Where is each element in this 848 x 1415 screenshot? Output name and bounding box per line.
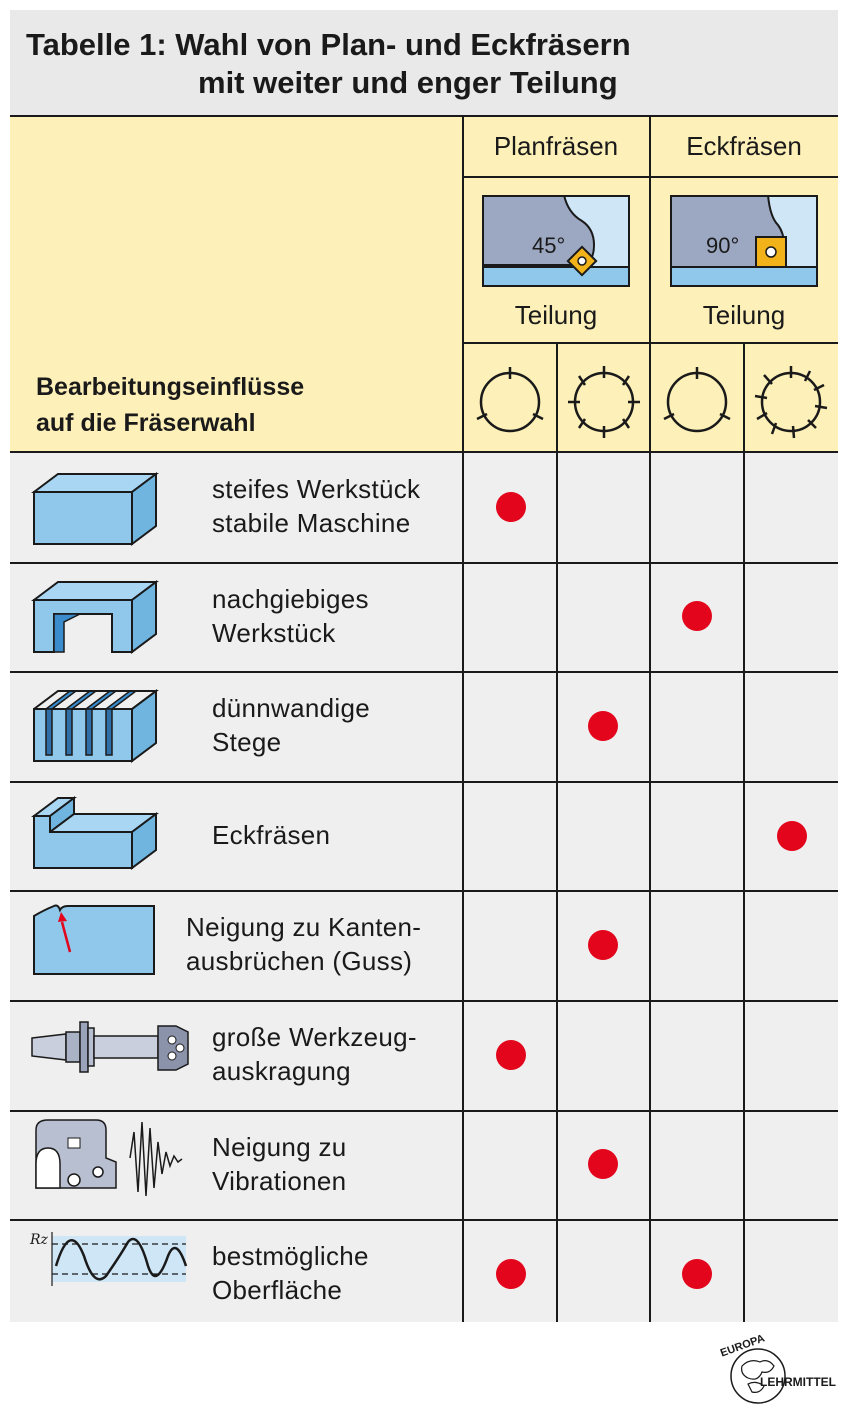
row-label-line-1: dünnwandige	[212, 693, 370, 724]
grid-line-horizontal	[10, 451, 838, 453]
flexible-workpiece-icon	[31, 580, 159, 654]
header-teilung-plan: Teilung	[514, 300, 598, 330]
recommendation-dot	[496, 491, 526, 522]
row-label-line-1: Neigung zu Kanten-	[186, 912, 422, 943]
row-label-line-2: Oberfläche	[212, 1275, 343, 1306]
grid-line-horizontal	[10, 115, 838, 117]
row-label: dünnwandige Stege	[212, 691, 370, 759]
recommendation-dot	[588, 930, 618, 961]
grid-line-vertical	[462, 116, 464, 1322]
row-label-line-1: Eckfräsen	[212, 819, 331, 850]
recommendation-dot	[496, 1039, 526, 1070]
row-label: Neigung zu Vibrationen	[212, 1130, 347, 1198]
grid-line-horizontal	[10, 781, 838, 783]
surface-roughness-icon: Rz	[29, 1232, 188, 1286]
grid-line-horizontal	[10, 890, 838, 892]
heading-line-2: auf die Fräserwahl	[36, 409, 256, 437]
wide-pitch-icon	[663, 367, 731, 433]
edge-breakout-icon	[33, 904, 155, 975]
recommendation-dot	[777, 820, 807, 851]
heading-line-1: Bearbeitungseinflüsse	[36, 373, 305, 401]
shoulder-icon	[31, 796, 159, 870]
table-title: Tabelle 1: Wahl von Plan- und Eckfräsern…	[26, 26, 631, 102]
title-line-1: Tabelle 1: Wahl von Plan- und Eckfräsern	[26, 27, 631, 62]
row-label-line-2: auskragung	[212, 1056, 351, 1086]
tool-overhang-icon	[31, 1021, 189, 1073]
row-label: bestmögliche Oberfläche	[212, 1239, 369, 1307]
grid-line-horizontal	[10, 562, 838, 564]
grid-line-vertical	[743, 343, 745, 1322]
recommendation-dot	[588, 711, 618, 741]
wide-pitch-icon	[476, 367, 544, 433]
row-label-line-1: bestmögliche	[212, 1241, 369, 1272]
grid-line-horizontal	[10, 1110, 838, 1112]
grid-line-vertical	[649, 116, 651, 1322]
title-line-2: mit weiter und enger Teilung	[198, 65, 618, 100]
header-eckfraesen: Eckfräsen	[686, 131, 802, 161]
grid-line-horizontal	[10, 1000, 838, 1002]
row-label: nachgiebiges Werkstück	[212, 582, 369, 650]
rigid-block-icon	[31, 472, 159, 546]
logo-bottom-text: LEHRMITTEL	[760, 1375, 836, 1389]
row-label-line-1: große Werkzeug-	[212, 1022, 417, 1052]
header-planfraesen: Planfräsen	[493, 131, 619, 161]
europa-lehrmittel-logo: EUROPA LEHRMITTEL	[719, 1332, 836, 1404]
title-bar	[10, 10, 838, 116]
row-label-line-2: Werkstück	[212, 617, 336, 648]
recommendation-dot	[496, 1259, 526, 1289]
recommendation-dot	[682, 601, 712, 632]
angle-90-label: 90°	[706, 233, 739, 258]
row-label-line-1: Neigung zu	[212, 1131, 347, 1162]
header-teilung-eck: Teilung	[702, 300, 786, 330]
vibration-icon	[35, 1119, 183, 1197]
rz-label: Rz	[29, 1232, 49, 1248]
row-label: Eckfräsen	[212, 818, 330, 852]
close-pitch-icon	[754, 366, 828, 439]
thin-walls-icon	[33, 689, 159, 763]
angle-45-label: 45°	[532, 233, 565, 258]
row-label-line-2: Vibrationen	[212, 1165, 347, 1196]
recommendation-dot	[588, 1149, 618, 1180]
row-label: große Werkzeug-auskragung	[212, 1020, 417, 1088]
row-label-line-1: steifes Werkstück	[212, 474, 421, 504]
row-label-line-2: ausbrüchen (Guss)	[186, 946, 413, 977]
face-milling-45-icon: 45°	[482, 195, 630, 287]
row-label: Neigung zu Kanten-ausbrüchen (Guss)	[186, 910, 421, 978]
recommendation-dot	[682, 1259, 712, 1289]
row-label-line-1: nachgiebiges	[212, 583, 369, 614]
grid-line-vertical	[556, 343, 558, 1322]
row-label: steifes Werkstück stabile Maschine	[212, 472, 420, 540]
grid-line-horizontal	[10, 1219, 838, 1221]
column-heading-influences: Bearbeitungseinflüsse auf die Fräserwahl	[36, 369, 304, 441]
grid-line-horizontal	[10, 671, 838, 673]
close-pitch-icon	[568, 366, 640, 438]
row-label-line-2: stabile Maschine	[212, 508, 411, 538]
row-label-line-2: Stege	[212, 727, 282, 758]
shoulder-milling-90-icon: 90°	[670, 195, 818, 287]
